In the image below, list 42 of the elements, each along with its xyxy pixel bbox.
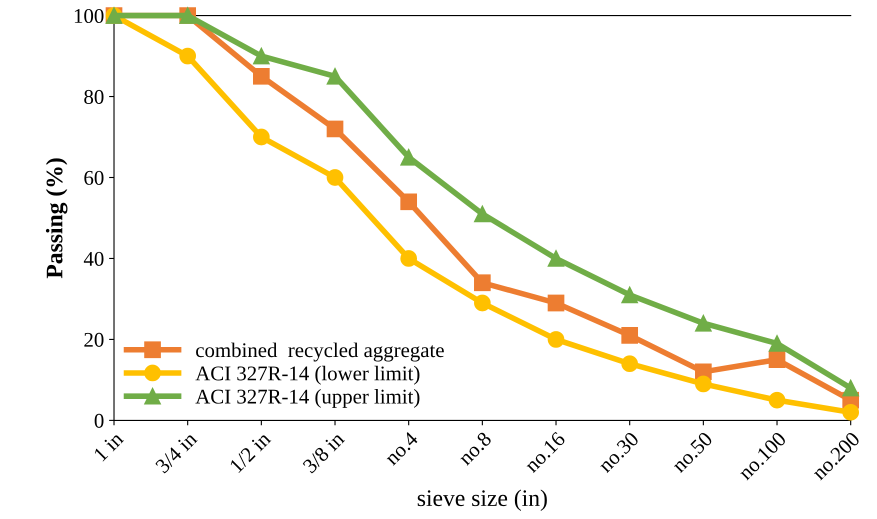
y-tick-label: 20 (84, 332, 104, 347)
point (768, 392, 786, 408)
legend-label: ACI 327R-14 (lower limit) (195, 366, 420, 385)
point (695, 314, 712, 332)
x-tick-label: no.4 (384, 430, 419, 466)
point (253, 48, 270, 64)
point (768, 335, 786, 352)
legend-label: combined recycled aggregate (196, 342, 444, 362)
x-tick-label: 1 in (93, 430, 124, 462)
point (474, 274, 491, 292)
point (474, 294, 491, 312)
x-tick-label: 1/2 in (229, 430, 272, 474)
y-tick-label: 60 (84, 170, 104, 185)
point (179, 48, 196, 64)
point (253, 128, 270, 146)
point (621, 327, 638, 344)
point (548, 331, 564, 348)
point (548, 250, 564, 267)
y-tick-label: 100 (74, 8, 104, 24)
point (695, 376, 712, 392)
point (768, 351, 786, 368)
point (400, 250, 418, 267)
point (842, 404, 860, 421)
y-tick-label: 0 (94, 414, 104, 428)
legend-label: ACI 327R-14 (upper limit) (195, 388, 420, 408)
point (326, 120, 344, 138)
x-tick-label: no.8 (457, 431, 492, 466)
point (400, 193, 418, 210)
y-axis-title: Passing (%) (46, 158, 68, 278)
x-tick-label: 3/4 in (154, 430, 198, 474)
point (548, 294, 564, 312)
x-axis-title: sieve size (in) (418, 490, 547, 511)
point (621, 286, 638, 304)
point (474, 206, 491, 222)
point (253, 68, 270, 85)
point (400, 148, 418, 166)
y-tick-label: 80 (84, 90, 104, 104)
point (326, 169, 344, 186)
point (842, 380, 860, 396)
point (621, 355, 638, 372)
x-tick-label: 3/8 in (302, 430, 346, 474)
y-tick-label: 40 (84, 252, 104, 266)
